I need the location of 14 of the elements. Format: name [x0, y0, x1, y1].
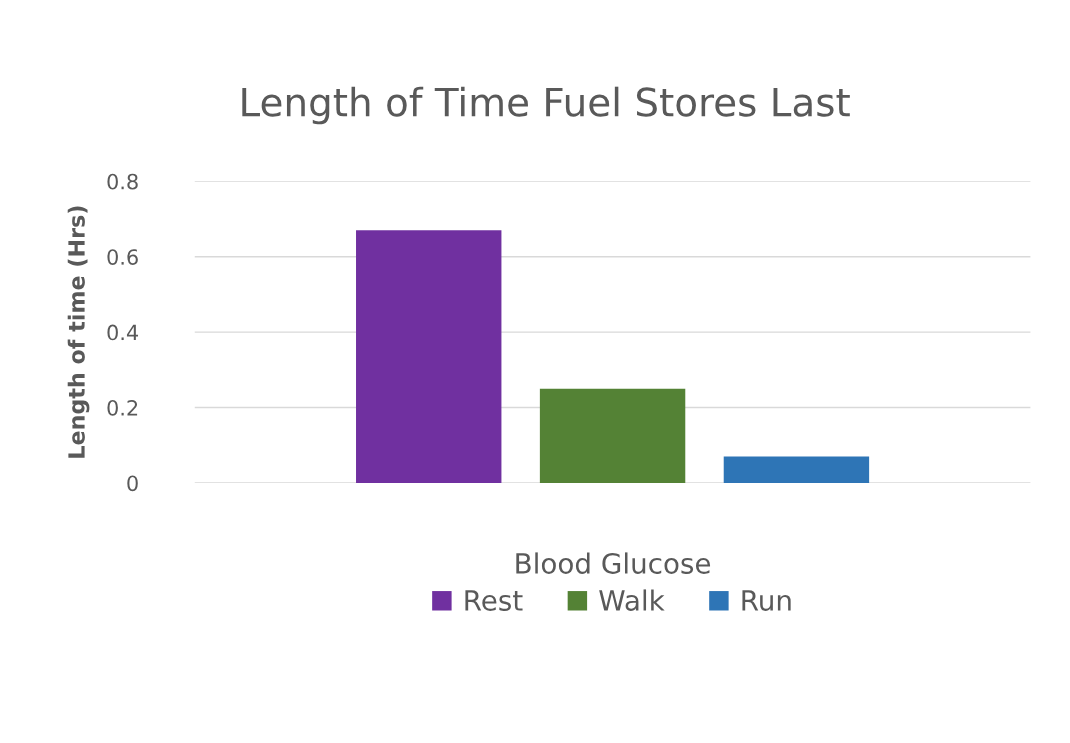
y-tick-label: 0.8 [107, 173, 138, 190]
y-tick-label: 0.4 [107, 324, 139, 341]
chart-title: Length of Time Fuel Stores Last [242, 86, 850, 125]
x-tick-label: Blood Glucose [516, 552, 711, 574]
legend-label: Run [742, 590, 791, 611]
y-tick-label: 0.2 [107, 399, 138, 416]
y-tick-label: 0.6 [107, 249, 138, 265]
bar [723, 456, 870, 483]
legend-label: Rest [465, 590, 523, 611]
legend-label: Walk [599, 589, 665, 611]
bar [356, 230, 502, 483]
y-tick-label: 0 [127, 475, 138, 492]
y-axis-title: Length of time (Hrs) [67, 206, 90, 458]
bar [539, 388, 686, 483]
